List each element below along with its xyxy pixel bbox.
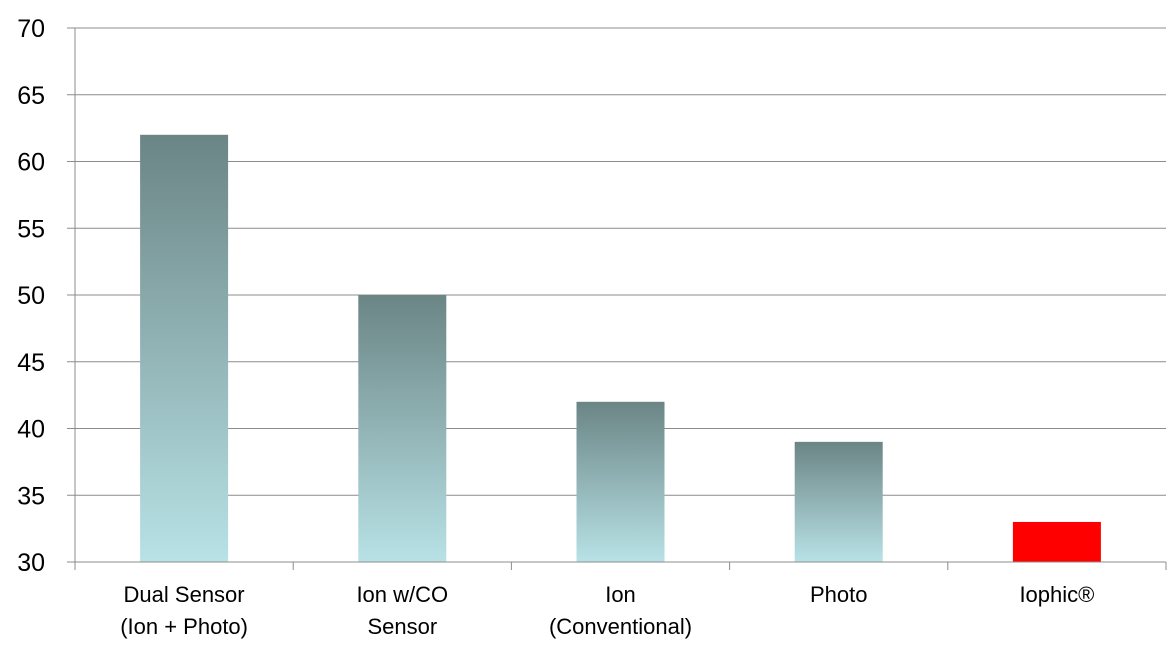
x-tick-label: Ion w/CO Sensor — [356, 582, 448, 639]
y-tick-label: 60 — [17, 149, 45, 177]
axes — [67, 27, 1167, 570]
y-tick-label: 45 — [17, 349, 45, 377]
bar — [794, 441, 883, 562]
y-tick-label: 65 — [17, 82, 45, 110]
bars — [140, 134, 1101, 563]
bar — [1012, 521, 1101, 562]
bar — [140, 134, 229, 563]
y-tick-label: 35 — [17, 482, 45, 510]
y-tick-label: 70 — [17, 15, 45, 43]
x-tick-label: Dual Sensor (Ion + Photo) — [120, 582, 248, 639]
y-tick-label: 50 — [17, 282, 45, 310]
y-tick-label: 30 — [17, 549, 45, 577]
x-tick-label: Iophic® — [1019, 582, 1094, 607]
y-tick-label: 40 — [17, 416, 45, 444]
tick-labels: 30 35 40 45 50 55 60 65 70 Dual Sensor (Ion + Phot… — [17, 15, 1094, 639]
bar — [358, 295, 447, 562]
x-tick-label: Ion (Conventional) — [549, 582, 692, 639]
x-tick-label: Photo — [810, 582, 868, 607]
y-tick-label: 55 — [17, 215, 45, 243]
gridlines — [75, 27, 1166, 496]
bar — [576, 401, 665, 562]
